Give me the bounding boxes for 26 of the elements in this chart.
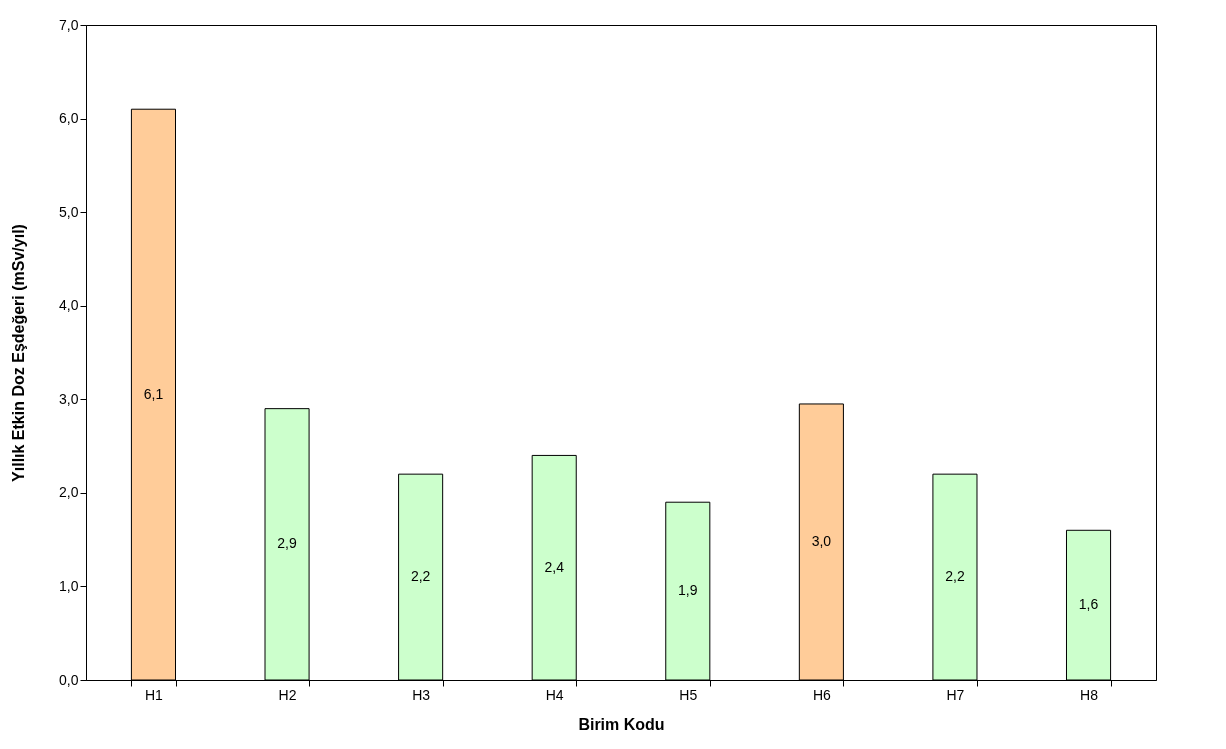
data-label: 2,4 [544, 558, 565, 575]
x-tick-label: H4 [545, 686, 564, 703]
x-tick-label: H1 [145, 686, 164, 703]
y-tick-label: 0,0 [59, 671, 79, 688]
y-tick-label: 2,0 [59, 484, 79, 501]
x-axis-title: Birim Kodu [578, 715, 665, 733]
x-tick-label: H5 [679, 686, 698, 703]
x-tick-label: H6 [812, 686, 832, 703]
data-label: 3,0 [811, 532, 832, 549]
x-tick-label: H8 [1080, 686, 1099, 703]
y-tick-label: 5,0 [59, 203, 79, 220]
y-tick-label: 3,0 [59, 390, 79, 407]
y-tick-label: 7,0 [59, 16, 79, 33]
data-label: 2,2 [945, 568, 965, 585]
data-label: 2,2 [410, 568, 431, 585]
data-label: 1,9 [678, 582, 698, 599]
data-label: 6,1 [143, 385, 164, 402]
x-tick-label: H7 [946, 686, 965, 703]
data-label: 2,9 [277, 535, 297, 552]
y-tick-label: 4,0 [59, 297, 79, 314]
data-label: 1,6 [1078, 596, 1099, 613]
y-axis-title: Yıllık Etkin Doz Eşdeğeri (mSv/yıl) [10, 224, 28, 482]
x-tick-label: H2 [278, 686, 297, 703]
x-tick-label: H3 [412, 686, 431, 703]
y-tick-label: 6,0 [59, 110, 79, 127]
y-tick-label: 1,0 [59, 577, 79, 594]
